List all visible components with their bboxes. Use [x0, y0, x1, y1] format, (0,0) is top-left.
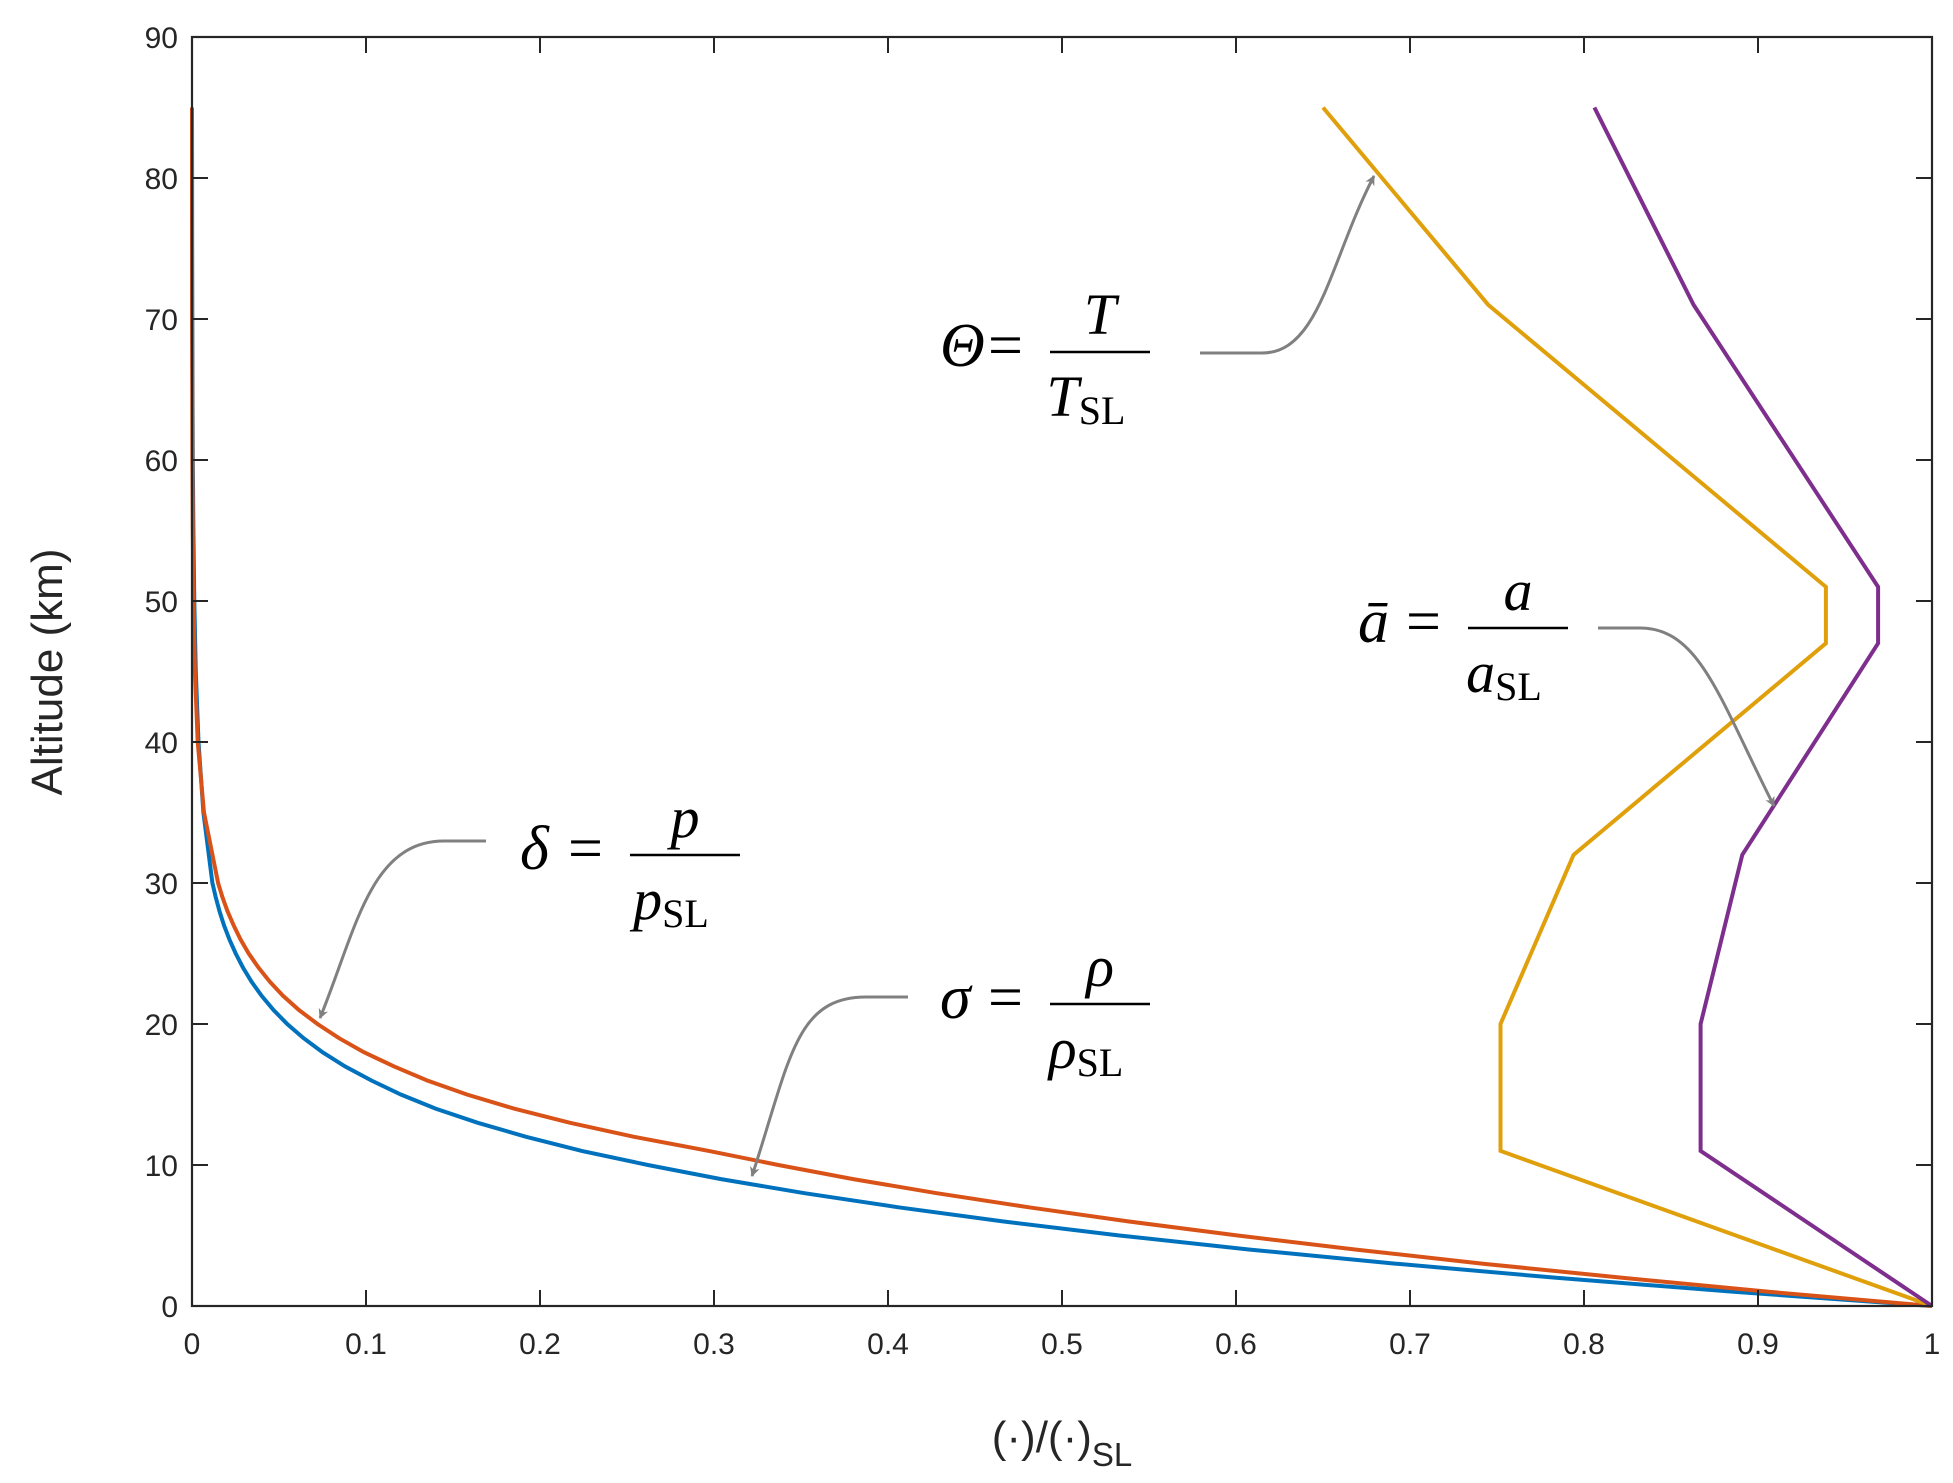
plot-background: [192, 37, 1932, 1306]
annotation-arrow-theta: [1200, 175, 1376, 355]
equation-numerator: ρ: [1084, 934, 1114, 999]
equation-equals: =: [988, 312, 1023, 380]
x-tick-label: 0.1: [345, 1328, 387, 1361]
y-axis-title: Altitude (km): [23, 549, 72, 796]
y-tick-label: 50: [145, 586, 178, 619]
series-line-theta: [1321, 106, 1933, 1308]
equation-denominator-sub: SL: [1079, 388, 1126, 433]
equation-denominator: ρSL: [1047, 1016, 1124, 1085]
x-axis-title: (·)/(·)SL: [992, 1413, 1133, 1473]
y-tick-label: 60: [145, 445, 178, 478]
y-tick-label: 80: [145, 163, 178, 196]
x-tick-label: 0.8: [1563, 1328, 1605, 1361]
x-axis: 0 0.1 0.2 0.3 0.4 0.5 0.6 0.7 0.8 0.9 1: [184, 37, 1941, 1361]
x-tick-label: 0.9: [1737, 1328, 1779, 1361]
equation-equals: =: [568, 815, 603, 883]
y-tick-label: 70: [145, 304, 178, 337]
y-tick-label: 90: [145, 22, 178, 55]
x-tick-label: 0.7: [1389, 1328, 1431, 1361]
series-line-sigma: [190, 107, 1933, 1308]
x-tick-label: 0.2: [519, 1328, 561, 1361]
annotation-arrow-sigma: [750, 995, 908, 1177]
equation-equals: =: [1406, 588, 1441, 656]
x-tick-label: 0.5: [1041, 1328, 1083, 1361]
annotation-arrow-delta: [318, 839, 486, 1019]
y-tick-label: 20: [145, 1009, 178, 1042]
equation-lhs: ā: [1358, 588, 1389, 656]
x-tick-label: 0: [184, 1328, 201, 1361]
series-layer: [190, 106, 1934, 1308]
x-tick-label: 1: [1924, 1328, 1941, 1361]
equation-lhs: σ: [940, 964, 973, 1032]
x-tick-label: 0.4: [867, 1328, 909, 1361]
y-tick-label: 40: [145, 727, 178, 760]
equation-lhs: Θ: [940, 312, 985, 380]
equation-equals: =: [988, 964, 1023, 1032]
y-tick-label: 0: [161, 1291, 178, 1324]
x-axis-title-main: (·)/(·): [992, 1413, 1092, 1462]
equation-numerator: p: [667, 785, 700, 850]
equation-denominator-sub: SL: [1077, 1040, 1124, 1085]
series-line-abar: [1592, 106, 1934, 1308]
y-axis: 0 10 20 30 40 50 60 70 80 90: [145, 22, 1932, 1324]
equation-denominator-sub: SL: [662, 891, 709, 936]
equation-label-sigma: σ = ρ ρSL: [750, 934, 1150, 1177]
y-tick-label: 10: [145, 1150, 178, 1183]
x-axis-title-sub: SL: [1092, 1436, 1132, 1473]
annotation-arrow-abar: [1598, 626, 1776, 807]
y-tick-label: 30: [145, 868, 178, 901]
x-tick-label: 0.3: [693, 1328, 735, 1361]
equation-lhs: δ: [520, 815, 550, 883]
x-tick-label: 0.6: [1215, 1328, 1257, 1361]
equation-numerator: a: [1504, 558, 1533, 623]
equation-denominator-sub: SL: [1495, 664, 1542, 709]
equation-numerator: T: [1084, 282, 1120, 347]
